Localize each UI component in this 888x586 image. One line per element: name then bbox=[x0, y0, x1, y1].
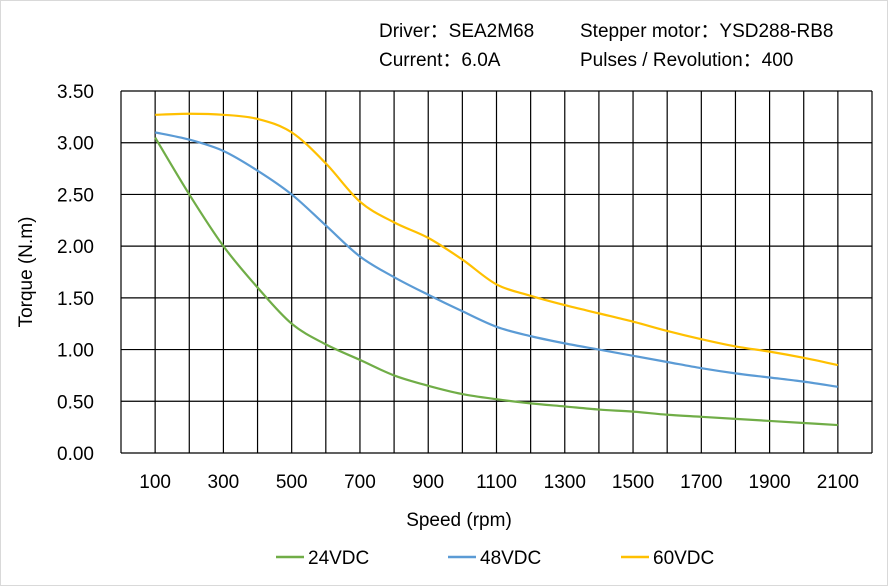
x-tick-label: 1100 bbox=[476, 472, 517, 493]
x-tick-label: 1700 bbox=[680, 472, 722, 493]
legend-label: 48VDC bbox=[480, 548, 541, 569]
series-line-48VDC bbox=[154, 131, 839, 388]
legend-label: 24VDC bbox=[308, 548, 369, 569]
x-tick-label: 300 bbox=[208, 472, 240, 493]
x-tick-label: 1500 bbox=[612, 472, 654, 493]
x-tick-label: 700 bbox=[344, 472, 376, 493]
x-tick-label: 1300 bbox=[544, 472, 586, 493]
y-tick-label: 3.50 bbox=[57, 82, 94, 103]
x-tick-label: 1900 bbox=[748, 472, 790, 493]
x-axis-label: Speed (rpm) bbox=[406, 510, 512, 531]
x-tick-label: 500 bbox=[276, 472, 308, 493]
x-tick-label: 100 bbox=[139, 472, 171, 493]
series-line-24VDC bbox=[154, 136, 838, 427]
pulses-label: Pulses / Revolution：400 bbox=[580, 50, 794, 71]
y-tick-label: 2.50 bbox=[57, 185, 94, 206]
y-tick-label: 2.00 bbox=[57, 237, 94, 258]
x-tick-label: 900 bbox=[412, 472, 444, 493]
y-axis-label: Torque (N.m) bbox=[16, 217, 37, 328]
y-tick-label: 1.50 bbox=[57, 289, 94, 310]
driver-label: Driver：SEA2M68 bbox=[379, 21, 535, 42]
y-tick-label: 0.50 bbox=[57, 392, 94, 413]
series-line-60VDC bbox=[155, 112, 839, 367]
legend-label: 60VDC bbox=[653, 548, 714, 569]
y-tick-label: 3.00 bbox=[57, 134, 94, 155]
x-tick-label: 2100 bbox=[817, 472, 859, 493]
motor-label: Stepper motor：YSD288-RB8 bbox=[580, 21, 834, 42]
current-label: Current：6.0A bbox=[379, 50, 501, 71]
y-tick-label: 0.00 bbox=[57, 444, 94, 465]
y-tick-label: 1.00 bbox=[57, 341, 94, 362]
